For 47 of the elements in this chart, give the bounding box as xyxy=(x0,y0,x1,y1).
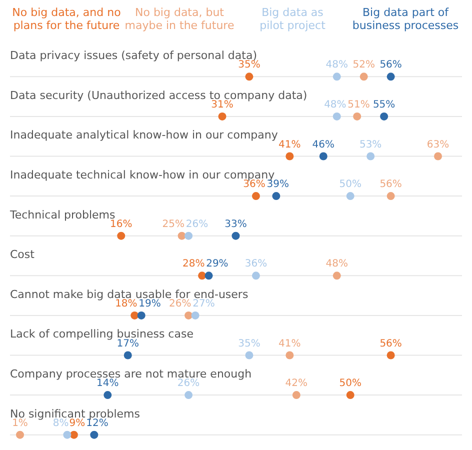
data-label: 56% xyxy=(380,338,402,350)
data-label: 56% xyxy=(380,179,402,190)
data-label: 25% xyxy=(162,218,184,230)
category-label: Cost xyxy=(10,248,36,262)
category-label: Inadequate analytical know-how in our company xyxy=(10,128,278,142)
data-label: 27% xyxy=(192,298,215,310)
data-label: 12% xyxy=(86,418,108,429)
data-label: 56% xyxy=(380,60,402,71)
legend-label: No big data, but maybe in the future xyxy=(124,6,234,32)
data-label: 19% xyxy=(138,298,161,310)
data-label: 1% xyxy=(12,418,28,429)
legend-label: Big data as pilot project xyxy=(260,6,326,32)
data-label: 29% xyxy=(206,258,228,270)
data-label: 41% xyxy=(278,338,301,350)
data-label: 9% xyxy=(69,418,86,429)
data-label: 26% xyxy=(177,378,200,390)
data-label: 52% xyxy=(352,60,375,71)
legend-label: Big data part of business processes xyxy=(352,6,459,32)
data-label: 14% xyxy=(96,378,119,390)
data-label: 18% xyxy=(115,298,138,310)
category-label: Technical problems xyxy=(9,208,116,222)
data-label: 55% xyxy=(372,99,396,110)
data-label: 46% xyxy=(312,139,335,150)
data-label: 53% xyxy=(359,139,382,150)
data-label: 48% xyxy=(326,60,348,71)
data-label: 36% xyxy=(243,179,266,190)
data-label: 17% xyxy=(116,338,139,350)
data-label: 28% xyxy=(182,258,205,270)
data-label: 36% xyxy=(244,258,268,270)
data-label: 48% xyxy=(324,99,346,110)
data-label: 31% xyxy=(211,99,234,110)
data-label: 50% xyxy=(339,179,362,190)
data-label: 35% xyxy=(238,338,260,350)
data-label: 42% xyxy=(285,378,308,390)
data-label: 33% xyxy=(224,218,247,230)
legend-label: No big data, and no plans for the future xyxy=(12,6,122,32)
data-label: 16% xyxy=(110,218,132,230)
data-label: 26% xyxy=(186,218,208,230)
data-label: 63% xyxy=(426,139,450,150)
data-label: 51% xyxy=(348,99,370,110)
data-label: 39% xyxy=(266,179,289,190)
data-label: 8% xyxy=(52,418,69,429)
data-label: 35% xyxy=(238,60,260,71)
data-label: 41% xyxy=(278,139,301,150)
data-label: 48% xyxy=(326,258,348,270)
data-label: 50% xyxy=(339,378,362,390)
data-label: 26% xyxy=(169,298,192,310)
